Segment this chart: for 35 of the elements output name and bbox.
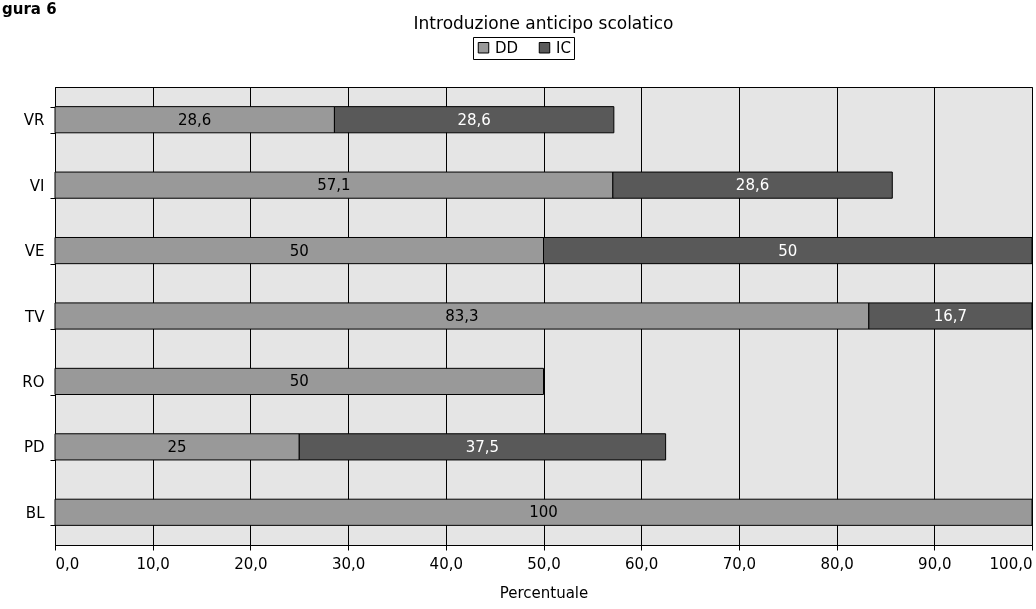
y-tick-label: PD xyxy=(23,438,45,457)
x-tick-label: 40,0 xyxy=(429,554,463,573)
x-tick-label: 90,0 xyxy=(918,554,952,573)
data-label: 28,6 xyxy=(457,110,491,129)
x-tick-label: 60,0 xyxy=(625,554,659,573)
x-axis-title: Percentuale xyxy=(499,583,589,602)
data-label: 16,7 xyxy=(933,307,968,325)
y-tick-label: BL xyxy=(25,503,46,522)
data-label: 57,1 xyxy=(317,176,351,195)
text: gura 6 xyxy=(2,0,57,18)
data-label: 37,5 xyxy=(465,437,500,456)
y-tick-label: RO xyxy=(22,372,45,391)
x-tick-label: 70,0 xyxy=(722,554,757,573)
data-label: 28,6 xyxy=(178,110,212,129)
chart-title: Introduzione anticipo scolatico xyxy=(413,12,674,33)
data-label: 28,6 xyxy=(735,176,770,195)
data-label: 83,3 xyxy=(445,307,479,325)
x-tick-label: 0,0 xyxy=(55,554,80,573)
x-tick-label: 100,0 xyxy=(989,554,1033,573)
x-tick-label: 80,0 xyxy=(820,554,854,573)
data-label: 50 xyxy=(289,241,309,260)
x-tick-label: 50,0 xyxy=(527,554,561,573)
legend-label: IC xyxy=(556,38,571,57)
x-tick-label: 20,0 xyxy=(234,554,268,573)
y-tick-label: VR xyxy=(23,111,45,130)
y-tick-label: TV xyxy=(24,307,46,326)
data-label: 50 xyxy=(778,241,798,260)
data-label: 25 xyxy=(167,437,187,456)
x-tick-label: 30,0 xyxy=(331,554,366,573)
data-label: 100 xyxy=(529,503,558,522)
y-tick-label: VI xyxy=(29,176,45,195)
legend-label: DD xyxy=(495,38,519,57)
x-tick-label: 10,0 xyxy=(136,554,170,573)
data-label: 50 xyxy=(289,372,309,391)
y-tick-label: VE xyxy=(24,242,45,261)
